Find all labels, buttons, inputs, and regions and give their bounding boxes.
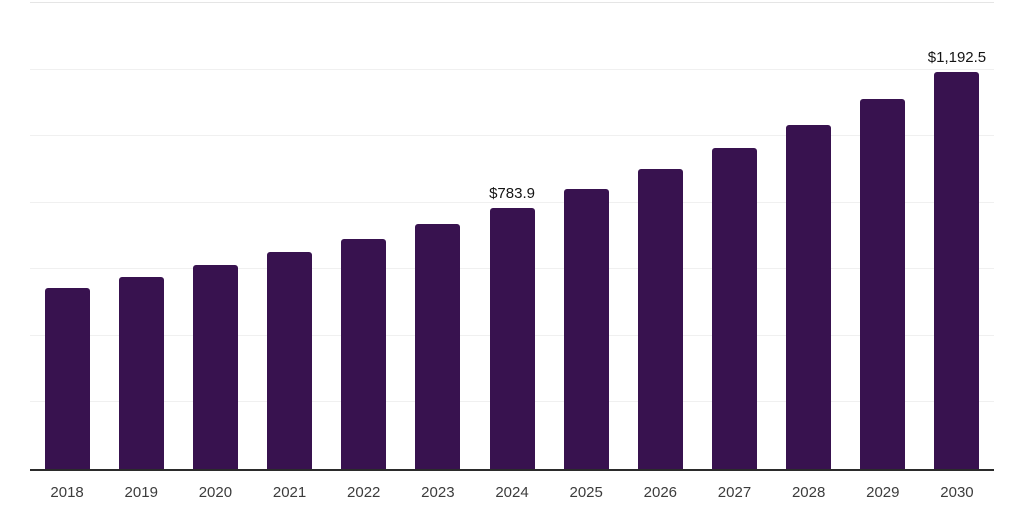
x-axis-labels: 2018 2019 2020 2021 2022 2023 2024 2025 2026 2027…: [30, 484, 994, 501]
x-tick-label-2020: 2020: [198, 484, 233, 501]
x-tick-label-2030: 2030: [940, 484, 974, 501]
bar-2028: [786, 124, 832, 469]
bar-value-label-2024: $783.9: [489, 185, 535, 203]
bar-band-2021: [252, 3, 326, 469]
bar-band-2024: $783.9: [475, 3, 549, 469]
bar-band-2028: [772, 3, 846, 469]
x-tick-label-2028: 2028: [791, 484, 826, 501]
x-tick-label-2024: 2024: [495, 484, 529, 501]
bar-band-2018: [30, 3, 104, 469]
bar-band-2029: [846, 3, 920, 469]
plot-area: $783.9 $1,192.5: [30, 2, 994, 471]
bar-band-2023: [401, 3, 475, 469]
bar-2022: [341, 239, 387, 469]
bar-2029: [860, 98, 906, 469]
x-tick-label-2022: 2022: [347, 484, 381, 501]
bars-container: $783.9 $1,192.5: [30, 3, 994, 469]
bar-value-label-2030: $1,192.5: [927, 49, 987, 67]
bar-band-2026: [623, 3, 697, 469]
bar-2021: [267, 251, 313, 469]
bar-band-2020: [178, 3, 252, 469]
x-tick-label-2019: 2019: [124, 484, 158, 501]
bar-2018: [44, 288, 90, 469]
bar-2025: [563, 189, 609, 469]
bar-band-2019: [104, 3, 178, 469]
x-tick-label-2018: 2018: [50, 484, 84, 501]
bar-2020: [192, 265, 238, 469]
bar-2026: [637, 169, 683, 469]
bar-band-2022: [327, 3, 401, 469]
x-tick-label-2026: 2026: [643, 484, 678, 501]
bar-band-2030: $1,192.5: [920, 3, 994, 469]
x-tick-label-2029: 2029: [866, 484, 900, 501]
bar-band-2025: [549, 3, 623, 469]
x-tick-label-2025: 2025: [569, 484, 603, 501]
bar-2023: [415, 224, 461, 469]
bar-2019: [118, 277, 164, 469]
bar-2030: [934, 72, 980, 469]
x-tick-label-2023: 2023: [421, 484, 455, 501]
x-tick-label-2021: 2021: [272, 484, 307, 501]
bar-band-2027: [697, 3, 771, 469]
bar-2024: [489, 208, 535, 469]
x-tick-label-2027: 2027: [717, 484, 752, 501]
bar-2027: [711, 147, 757, 469]
